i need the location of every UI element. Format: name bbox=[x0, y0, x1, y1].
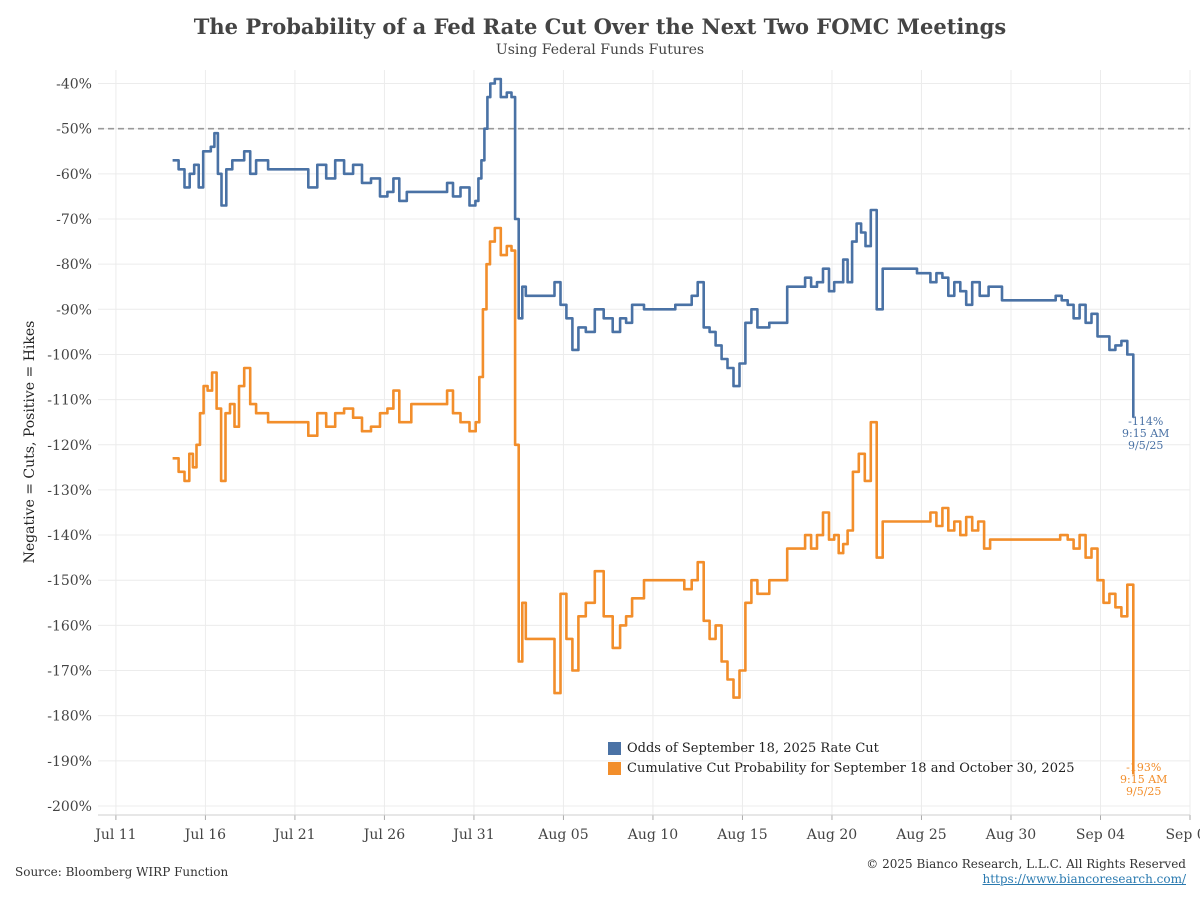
annotation-line: 9:15 AM bbox=[1120, 773, 1168, 786]
series-line-sept-cut bbox=[172, 77, 1135, 418]
end-value-annotation: -193% 9:15 AM 9/5/25 bbox=[1120, 762, 1167, 798]
legend-label: Cumulative Cut Probability for September… bbox=[627, 760, 1075, 776]
chart-subtitle: Using Federal Funds Futures bbox=[495, 42, 705, 58]
y-tick-label: -100% bbox=[47, 347, 92, 363]
y-tick-label: -120% bbox=[47, 438, 92, 454]
x-tick-label: Aug 20 bbox=[806, 827, 857, 843]
y-tick-label: -170% bbox=[47, 664, 92, 680]
annotation-line: 9:15 AM bbox=[1122, 427, 1170, 440]
series-layer bbox=[172, 77, 1135, 775]
chart-title: The Probability of a Fed Rate Cut Over t… bbox=[193, 14, 1007, 39]
legend-swatch-blue bbox=[608, 741, 621, 755]
grid-layer bbox=[98, 70, 1191, 815]
y-tick-label: -50% bbox=[56, 122, 92, 138]
legend-label: Odds of September 18, 2025 Rate Cut bbox=[627, 740, 879, 756]
y-axis-label: Negative = Cuts, Positive = Hikes bbox=[22, 321, 38, 564]
legend-item: Cumulative Cut Probability for September… bbox=[608, 758, 1075, 778]
y-tick-label: -190% bbox=[47, 754, 92, 770]
x-tick-label: Jul 21 bbox=[272, 827, 315, 843]
y-tick-label: -180% bbox=[47, 709, 92, 725]
x-tick-label: Jul 11 bbox=[93, 827, 136, 843]
copyright-note: © 2025 Bianco Research, L.L.C. All Right… bbox=[866, 857, 1186, 871]
y-tick-label: -160% bbox=[47, 618, 92, 634]
annotation-line: -114% bbox=[1128, 415, 1164, 428]
chart-legend: Odds of September 18, 2025 Rate Cut Cumu… bbox=[608, 738, 1075, 778]
y-tick-label: -90% bbox=[56, 302, 92, 318]
x-tick-label: Aug 25 bbox=[895, 827, 946, 843]
y-tick-label: -140% bbox=[47, 528, 92, 544]
x-tick-label: Sep 09 bbox=[1165, 827, 1200, 843]
y-tick-label: -40% bbox=[56, 77, 92, 93]
y-tick-label: -200% bbox=[47, 799, 92, 815]
y-tick-label: -130% bbox=[47, 483, 92, 499]
y-tick-label: -150% bbox=[47, 573, 92, 589]
y-tick-label: -110% bbox=[47, 393, 92, 409]
end-value-annotation: -114% 9:15 AM 9/5/25 bbox=[1122, 416, 1169, 452]
annotation-line: 9/5/25 bbox=[1126, 785, 1162, 798]
website-link[interactable]: https://www.biancoresearch.com/ bbox=[982, 872, 1186, 886]
y-tick-label: -70% bbox=[56, 212, 92, 228]
y-tick-label: -80% bbox=[56, 257, 92, 273]
x-tick-label: Jul 26 bbox=[362, 827, 405, 843]
axis-layer: -40% -50% -60% -70% -80% -90% -100% -110% -120% -… bbox=[47, 77, 1200, 843]
x-tick-label: Aug 30 bbox=[985, 827, 1036, 843]
annotation-line: 9/5/25 bbox=[1128, 439, 1164, 452]
x-tick-label: Aug 15 bbox=[716, 827, 767, 843]
series-line-cumulative-cut bbox=[172, 226, 1135, 775]
legend-swatch-orange bbox=[608, 761, 621, 775]
x-tick-label: Aug 10 bbox=[627, 827, 678, 843]
y-tick-label: -60% bbox=[56, 167, 92, 183]
x-tick-label: Jul 16 bbox=[183, 827, 226, 843]
legend-item: Odds of September 18, 2025 Rate Cut bbox=[608, 738, 1075, 758]
x-tick-label: Jul 31 bbox=[451, 827, 494, 843]
annotation-line: -193% bbox=[1126, 761, 1162, 774]
x-tick-label: Aug 05 bbox=[537, 827, 588, 843]
x-tick-label: Sep 04 bbox=[1076, 827, 1125, 843]
source-note: Source: Bloomberg WIRP Function bbox=[15, 865, 229, 879]
